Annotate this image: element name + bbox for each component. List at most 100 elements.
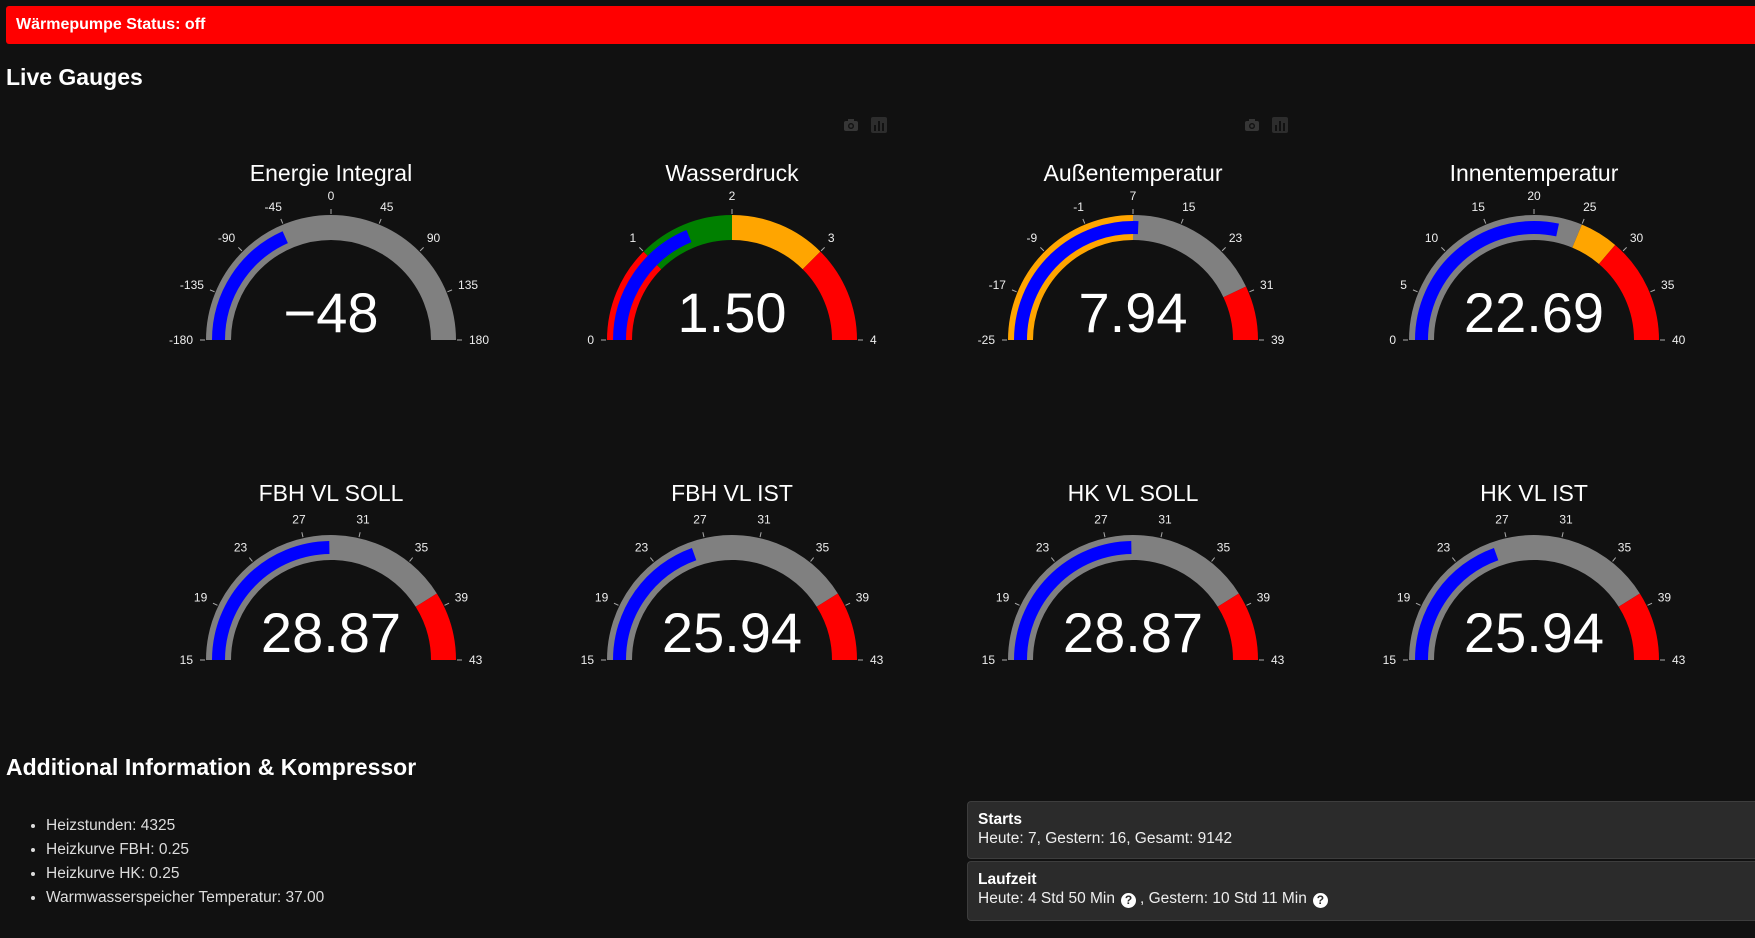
- gauge-tick: [1011, 289, 1017, 293]
- gauge-value-bar: [212, 541, 330, 661]
- gauge-step: [1132, 215, 1246, 298]
- gauge-tick-label: 4: [870, 333, 877, 347]
- gauge-tick-label: 7: [1130, 189, 1137, 203]
- gauge-tick: [1249, 289, 1255, 293]
- list-item: Heizkurve FBH: 0.25: [46, 838, 324, 862]
- gauge-tick: [378, 218, 382, 224]
- gauge-value: −48: [284, 281, 379, 344]
- gauge-tick: [1246, 602, 1252, 606]
- gauge-tick-label: 3: [828, 231, 835, 245]
- gauge-step: [1618, 593, 1659, 661]
- starts-title: Starts: [978, 811, 1022, 828]
- help-icon[interactable]: ?: [1121, 893, 1136, 908]
- camera-icon[interactable]: [1243, 116, 1261, 134]
- modebar: [842, 116, 888, 134]
- gauge-tick-label: 23: [1229, 231, 1243, 245]
- gauge-value: 22.69: [1464, 281, 1604, 344]
- gauge-tick-label: 19: [595, 591, 609, 605]
- gauge-tick-label: -90: [218, 231, 236, 245]
- gauge-tick: [1581, 218, 1585, 224]
- gauge-tick-label: 15: [1383, 653, 1397, 667]
- status-text: Wärmepumpe Status: off: [16, 16, 206, 33]
- help-icon[interactable]: ?: [1312, 893, 1328, 908]
- gauge-tick-label: 39: [1658, 591, 1672, 605]
- gauge-wasserdruck: Wasserdruck 0 1 2 3 4 1.50: [587, 160, 877, 347]
- gauge-tick-label: 39: [1257, 591, 1271, 605]
- gauge-tick: [419, 247, 424, 252]
- gauge-tick: [238, 247, 243, 252]
- gauge-step: [731, 215, 821, 270]
- gauge-tick: [1082, 218, 1086, 224]
- gauge-title: Innentemperatur: [1450, 160, 1619, 186]
- gauge-tick-label: 43: [1672, 653, 1686, 667]
- gauge-value: 25.94: [1464, 601, 1604, 664]
- gauge-tick: [212, 602, 218, 606]
- laufzeit-title: Laufzeit: [978, 871, 1037, 888]
- gauge-tick: [1561, 532, 1564, 538]
- gauge-tick: [1160, 532, 1163, 538]
- gauge-tick-label: 27: [292, 513, 306, 527]
- gauge-title: FBH VL SOLL: [259, 480, 404, 506]
- gauge-tick: [613, 602, 619, 606]
- gauge-title: Energie Integral: [250, 160, 412, 186]
- camera-icon[interactable]: [842, 116, 860, 134]
- gauge-tick: [248, 557, 253, 562]
- gauge-tick-label: 31: [1559, 513, 1573, 527]
- gauge-value: 25.94: [662, 601, 802, 664]
- gauge-tick: [1451, 557, 1456, 562]
- gauge-tick: [639, 247, 644, 252]
- gauge-tick: [1014, 602, 1020, 606]
- gauge-tick-label: 43: [870, 653, 884, 667]
- laufzeit-text: Heute: 4 Std 50 Min? , Gestern: 10 Std 11…: [978, 889, 1745, 908]
- gauge-fbh-vl-soll: FBH VL SOLL 15 19 23 27 31 35 39 43 28.87: [180, 480, 483, 667]
- gauge-tick-label: 31: [1158, 513, 1172, 527]
- gauge-tick: [759, 532, 762, 538]
- gauge-fbh-vl-ist: FBH VL IST 15 19 23 27 31 35 39 43 25.94: [581, 480, 884, 667]
- gauge-tick-label: -25: [978, 333, 996, 347]
- gauge-value-bar: [1415, 221, 1559, 341]
- bar-chart-icon[interactable]: [1271, 116, 1289, 134]
- gauge-value: 28.87: [1063, 601, 1203, 664]
- gauge-tick: [1211, 557, 1216, 562]
- gauge-tick: [1040, 247, 1045, 252]
- gauge-tick: [845, 602, 851, 606]
- gauge-tick-label: 23: [635, 540, 649, 554]
- gauge-tick: [209, 289, 215, 293]
- gauge-tick-label: 31: [356, 513, 370, 527]
- gauge-tick-label: 135: [458, 278, 478, 292]
- info-list: Heizstunden: 4325 Heizkurve FBH: 0.25 He…: [25, 814, 324, 910]
- gauge-tick-label: -135: [180, 278, 204, 292]
- gauge-tick: [1180, 218, 1184, 224]
- gauge-tick-label: 0: [1389, 333, 1396, 347]
- gauge-tick: [358, 532, 361, 538]
- gauge-tick-label: 35: [415, 540, 429, 554]
- list-item: Warmwasserspeicher Temperatur: 37.00: [46, 886, 324, 910]
- laufzeit-yesterday: , Gestern: 10 Std 11 Min: [1140, 890, 1307, 907]
- gauge-tick: [444, 602, 450, 606]
- gauge-tick-label: 15: [180, 653, 194, 667]
- gauge-tick-label: -45: [265, 200, 283, 214]
- gauge-title: FBH VL IST: [671, 480, 793, 506]
- gauge-tick-label: 180: [469, 333, 489, 347]
- gauge-tick-label: 35: [1217, 540, 1231, 554]
- gauge-energie-integral: Energie Integral -180 -135 -90 -45 0 45 90 135 18…: [169, 160, 489, 347]
- gauge-tick-label: 35: [1661, 278, 1675, 292]
- gauge-tick-label: 45: [380, 200, 394, 214]
- gauge-tick-label: 43: [1271, 653, 1285, 667]
- gauge-tick: [1483, 218, 1487, 224]
- gauge-tick-label: 23: [1036, 540, 1050, 554]
- gauge-tick: [1415, 602, 1421, 606]
- modebar: [1243, 116, 1289, 134]
- gauge-tick-label: 10: [1425, 231, 1439, 245]
- gauge-value-bar: [1014, 541, 1132, 661]
- additional-info-heading: Additional Information & Kompressor: [6, 754, 417, 780]
- bar-chart-icon[interactable]: [870, 116, 888, 134]
- gauge-tick-label: 39: [1271, 333, 1285, 347]
- gauge-tick-label: 23: [1437, 540, 1451, 554]
- gauge-step: [1598, 244, 1659, 341]
- gauge-step: [816, 593, 857, 661]
- list-item: Heizstunden: 4325: [46, 814, 324, 838]
- gauge-title: Außentemperatur: [1044, 160, 1223, 186]
- gauge-tick-label: 15: [1182, 200, 1196, 214]
